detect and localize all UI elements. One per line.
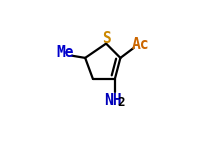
Text: NH: NH [104, 93, 121, 108]
Text: Me: Me [56, 45, 74, 60]
Text: Ac: Ac [131, 37, 148, 52]
Text: 2: 2 [117, 96, 124, 109]
Text: S: S [101, 31, 110, 46]
